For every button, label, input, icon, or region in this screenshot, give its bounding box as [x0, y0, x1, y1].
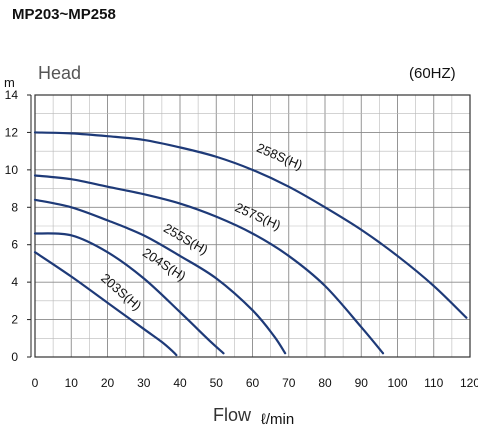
- series-line-257sh: [33, 174, 385, 355]
- y-tick-label: 0: [11, 350, 18, 364]
- x-tick-label: 10: [65, 376, 79, 390]
- x-tick-label: 50: [210, 376, 224, 390]
- y-tick-label: 12: [5, 125, 19, 139]
- series-line-258sh: [33, 131, 468, 319]
- x-tick-label: 30: [137, 376, 151, 390]
- x-tick-label: 90: [355, 376, 369, 390]
- x-tick-label: 0: [32, 376, 39, 390]
- series-labels: 203S(H)204S(H)255S(H)257S(H)258S(H): [98, 140, 305, 313]
- x-axis-ticks: 0 10 20 30 40 50 60 70 80 90 100 110 120: [32, 376, 478, 390]
- x-tick-label: 100: [387, 376, 407, 390]
- x-tick-label: 110: [424, 376, 443, 390]
- frequency-label: (60HZ): [409, 65, 456, 82]
- series-line-203sh: [33, 251, 178, 357]
- y-tick-label: 4: [11, 275, 18, 289]
- x-tick-label: 60: [246, 376, 260, 390]
- x-tick-label: 80: [318, 376, 332, 390]
- x-tick-label: 70: [282, 376, 296, 390]
- y-tick-label: 2: [11, 313, 18, 327]
- series-label: 258S(H): [254, 140, 304, 173]
- y-axis-ticks: 0 2 4 6 8 10 12 14: [5, 88, 31, 364]
- y-tick-label: 6: [11, 238, 18, 252]
- series-line-204sh: [33, 232, 225, 355]
- x-axis-label: Flow: [213, 405, 252, 425]
- plot-frame: [34, 94, 471, 358]
- y-axis-label: Head: [38, 63, 81, 83]
- y-tick-label: 14: [5, 88, 19, 102]
- x-tick-label: 40: [173, 376, 187, 390]
- series-line-255sh: [33, 198, 287, 355]
- series-curves: [33, 131, 468, 357]
- x-tick-label: 20: [101, 376, 115, 390]
- x-axis-unit: ℓ/min: [261, 411, 294, 428]
- series-label: 203S(H): [98, 270, 144, 313]
- series-label: 204S(H): [140, 245, 189, 284]
- grid: [30, 94, 471, 358]
- chart-title: MP203~MP258: [12, 6, 116, 23]
- y-axis-unit: m: [4, 75, 15, 90]
- y-tick-label: 10: [5, 163, 19, 177]
- x-tick-label: 120: [460, 376, 478, 390]
- y-tick-label: 8: [11, 200, 18, 214]
